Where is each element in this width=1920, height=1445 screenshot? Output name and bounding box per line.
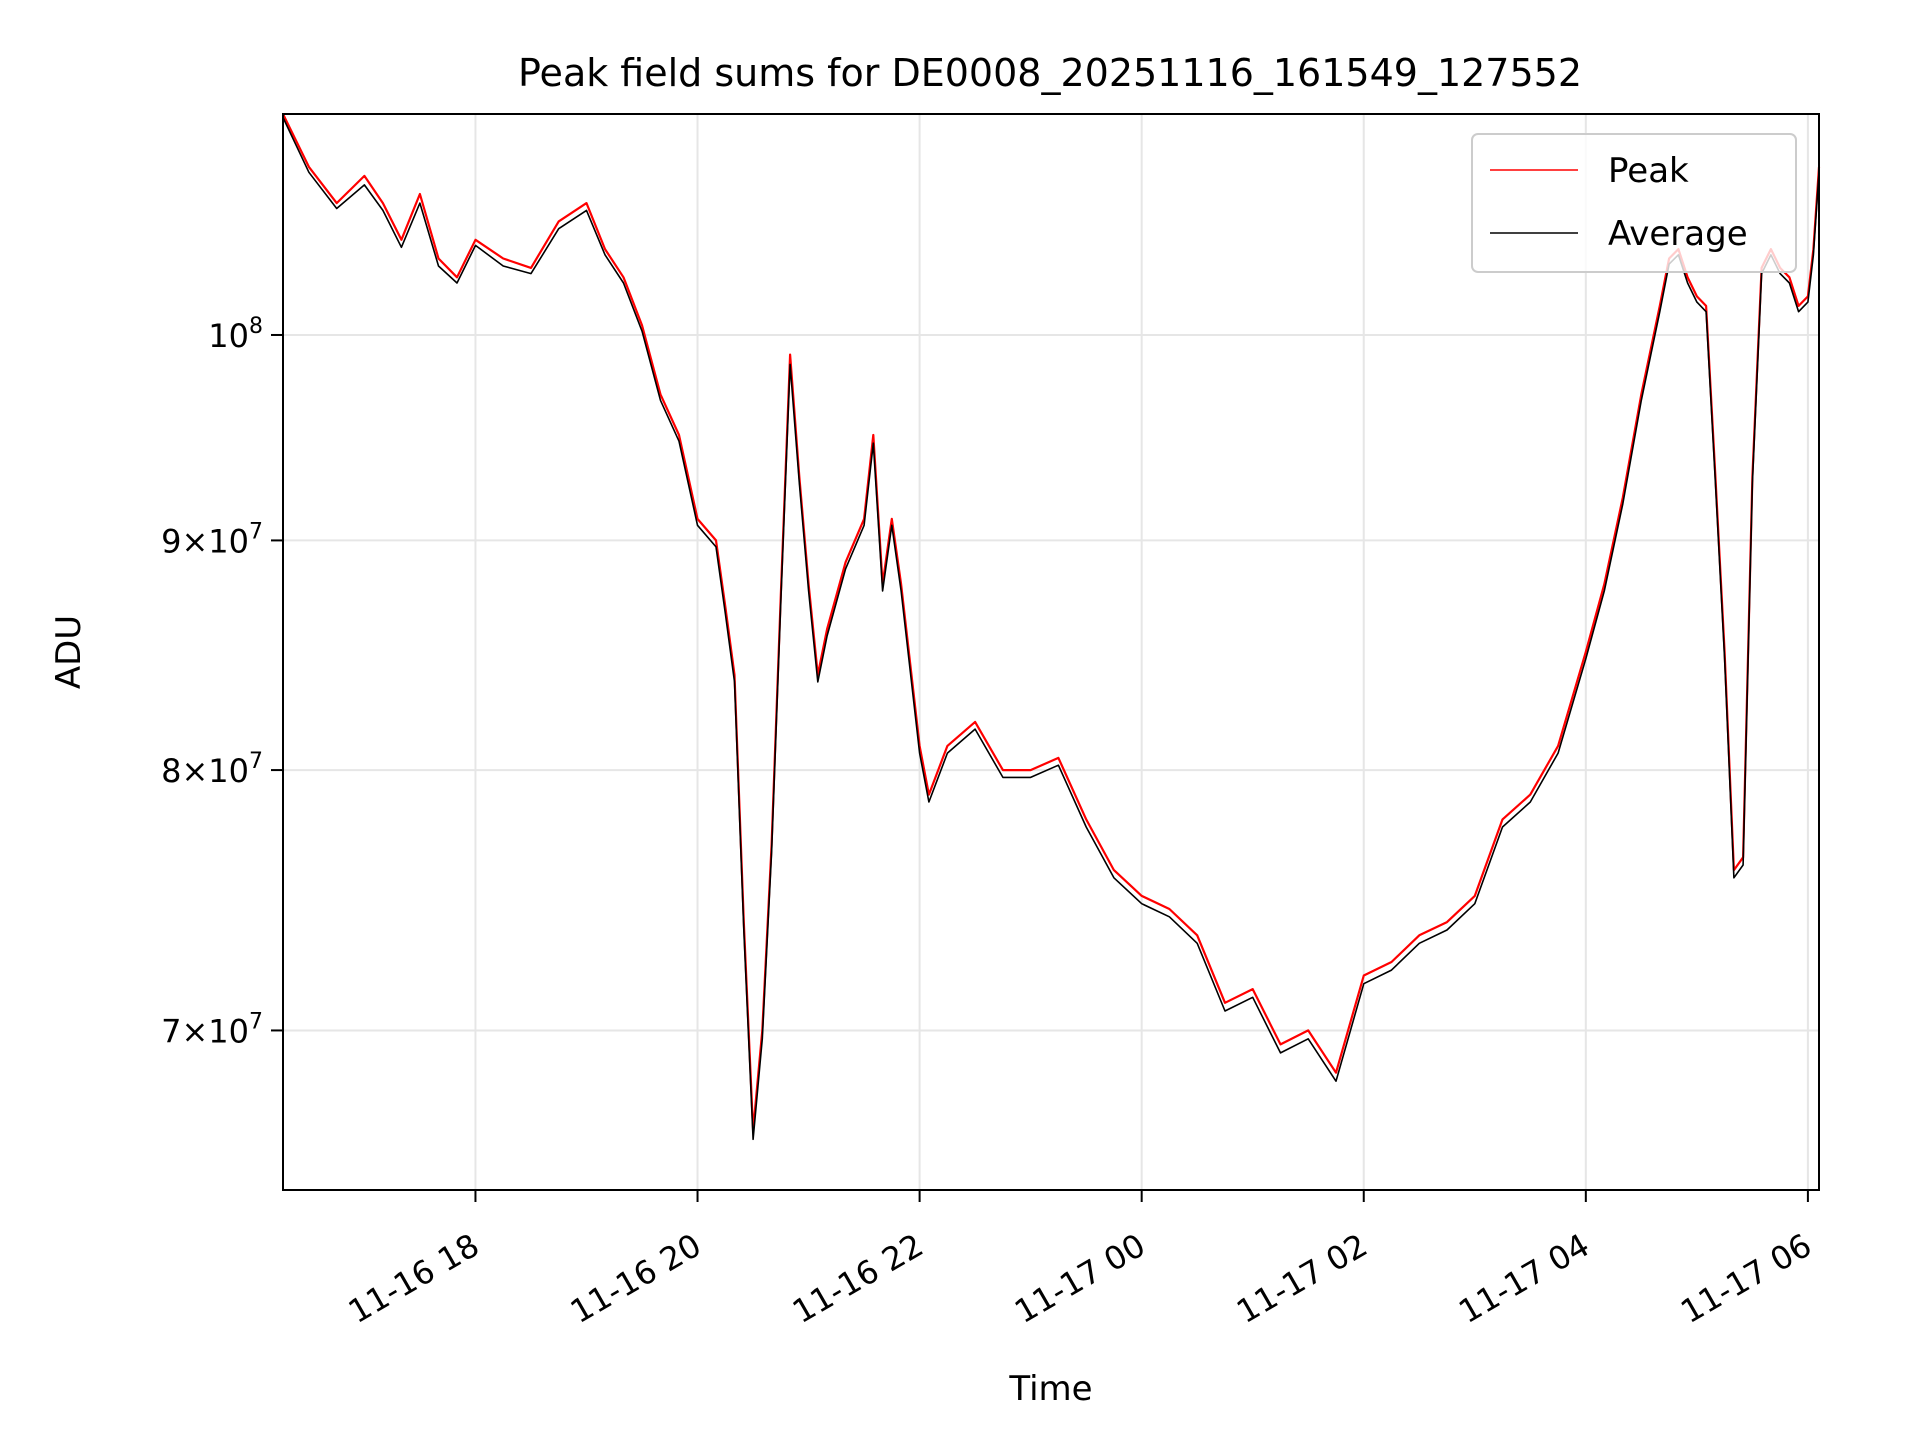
y-tick-label-1: 9×107 (161, 519, 263, 560)
chart-title: Peak field sums for DE0008_20251116_1615… (518, 51, 1582, 95)
legend-label-peak: Peak (1608, 151, 1689, 191)
series-line-average (282, 117, 1820, 1141)
legend: Peak Average (1471, 133, 1797, 273)
grid-lines (283, 114, 1819, 1190)
series-line-peak (282, 113, 1821, 1132)
x-axis-label: Time (1008, 1369, 1092, 1409)
plot-frame (282, 113, 1820, 1191)
y-tick-label-2: 8×107 (161, 749, 263, 790)
legend-label-average: Average (1608, 214, 1748, 254)
legend-box (1471, 133, 1797, 273)
y-tick-label-3: 7×107 (161, 1009, 263, 1050)
y-axis-label: ADU (49, 615, 89, 689)
series-lines (282, 113, 1821, 1141)
